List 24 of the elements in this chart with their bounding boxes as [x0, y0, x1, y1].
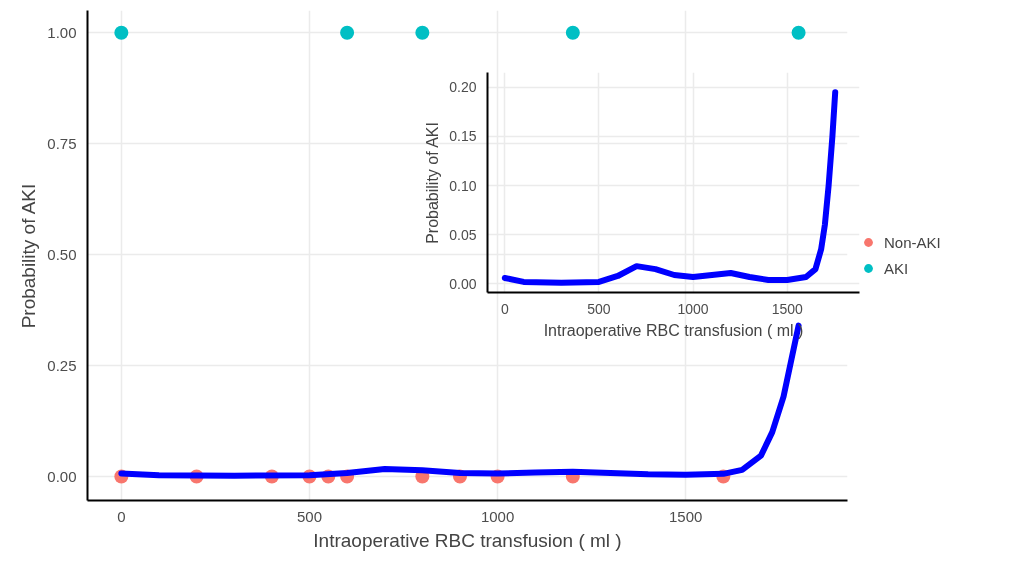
- y-tick-label: 0.25: [47, 356, 77, 374]
- x-tick-label: 1500: [771, 300, 803, 317]
- y-tick-label: 0.00: [47, 467, 77, 485]
- x-tick-label: 0: [117, 507, 126, 525]
- y-tick-label: 1.00: [47, 23, 77, 41]
- y-tick-label: 0.75: [47, 134, 77, 152]
- y-tick-label: 0.05: [449, 226, 477, 243]
- x-tick-label: 0: [500, 300, 509, 317]
- y-tick-label: 0.15: [449, 128, 477, 145]
- legend-label: Non-AKI: [884, 233, 941, 251]
- x-tick-label: 1000: [677, 300, 709, 317]
- y-tick-label: 0.20: [449, 79, 477, 96]
- y-tick-label: 0.00: [449, 275, 477, 292]
- y-axis-title: Probability of AKI: [18, 183, 40, 329]
- x-tick-label: 500: [587, 300, 611, 317]
- x-tick-label: 1000: [480, 507, 515, 525]
- y-axis-title: Probability of AKI: [424, 122, 442, 244]
- y-tick-label: 0.10: [449, 177, 477, 194]
- x-axis-title: Intraoperative RBC transfusion ( ml ): [313, 529, 622, 551]
- x-tick-label: 1500: [669, 507, 703, 525]
- legend-label: AKI: [884, 259, 909, 277]
- x-tick-label: 500: [296, 507, 322, 525]
- y-tick-label: 0.50: [47, 245, 77, 263]
- x-axis-title: Intraoperative RBC transfusion ( ml ): [543, 321, 804, 339]
